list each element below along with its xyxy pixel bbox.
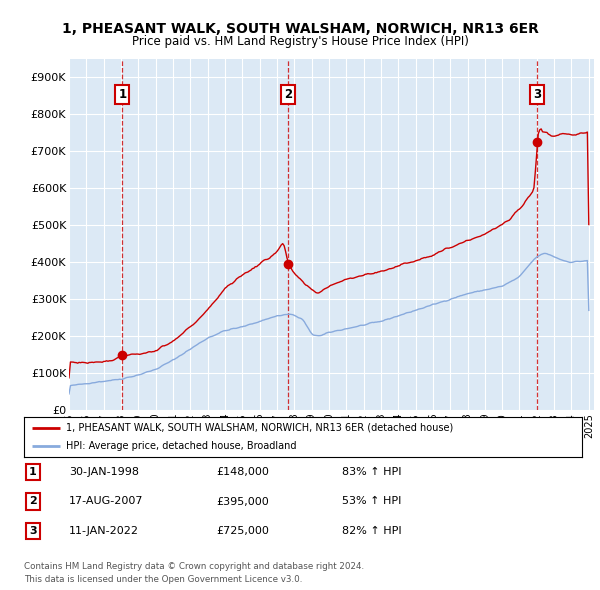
Text: HPI: Average price, detached house, Broadland: HPI: Average price, detached house, Broa… [66, 441, 296, 451]
Text: This data is licensed under the Open Government Licence v3.0.: This data is licensed under the Open Gov… [24, 575, 302, 584]
Text: 1, PHEASANT WALK, SOUTH WALSHAM, NORWICH, NR13 6ER: 1, PHEASANT WALK, SOUTH WALSHAM, NORWICH… [62, 22, 538, 37]
Text: £148,000: £148,000 [216, 467, 269, 477]
Text: 1, PHEASANT WALK, SOUTH WALSHAM, NORWICH, NR13 6ER (detached house): 1, PHEASANT WALK, SOUTH WALSHAM, NORWICH… [66, 423, 453, 433]
Text: 11-JAN-2022: 11-JAN-2022 [69, 526, 139, 536]
Text: 1: 1 [29, 467, 37, 477]
Text: Price paid vs. HM Land Registry's House Price Index (HPI): Price paid vs. HM Land Registry's House … [131, 35, 469, 48]
Text: £395,000: £395,000 [216, 497, 269, 506]
Text: £725,000: £725,000 [216, 526, 269, 536]
Text: 30-JAN-1998: 30-JAN-1998 [69, 467, 139, 477]
Text: 2: 2 [284, 87, 292, 101]
Text: 83% ↑ HPI: 83% ↑ HPI [342, 467, 401, 477]
Text: 17-AUG-2007: 17-AUG-2007 [69, 497, 143, 506]
Text: 53% ↑ HPI: 53% ↑ HPI [342, 497, 401, 506]
Text: 2: 2 [29, 497, 37, 506]
Text: 82% ↑ HPI: 82% ↑ HPI [342, 526, 401, 536]
Text: 3: 3 [29, 526, 37, 536]
Text: 1: 1 [118, 87, 127, 101]
Text: Contains HM Land Registry data © Crown copyright and database right 2024.: Contains HM Land Registry data © Crown c… [24, 562, 364, 571]
Text: 3: 3 [533, 87, 541, 101]
